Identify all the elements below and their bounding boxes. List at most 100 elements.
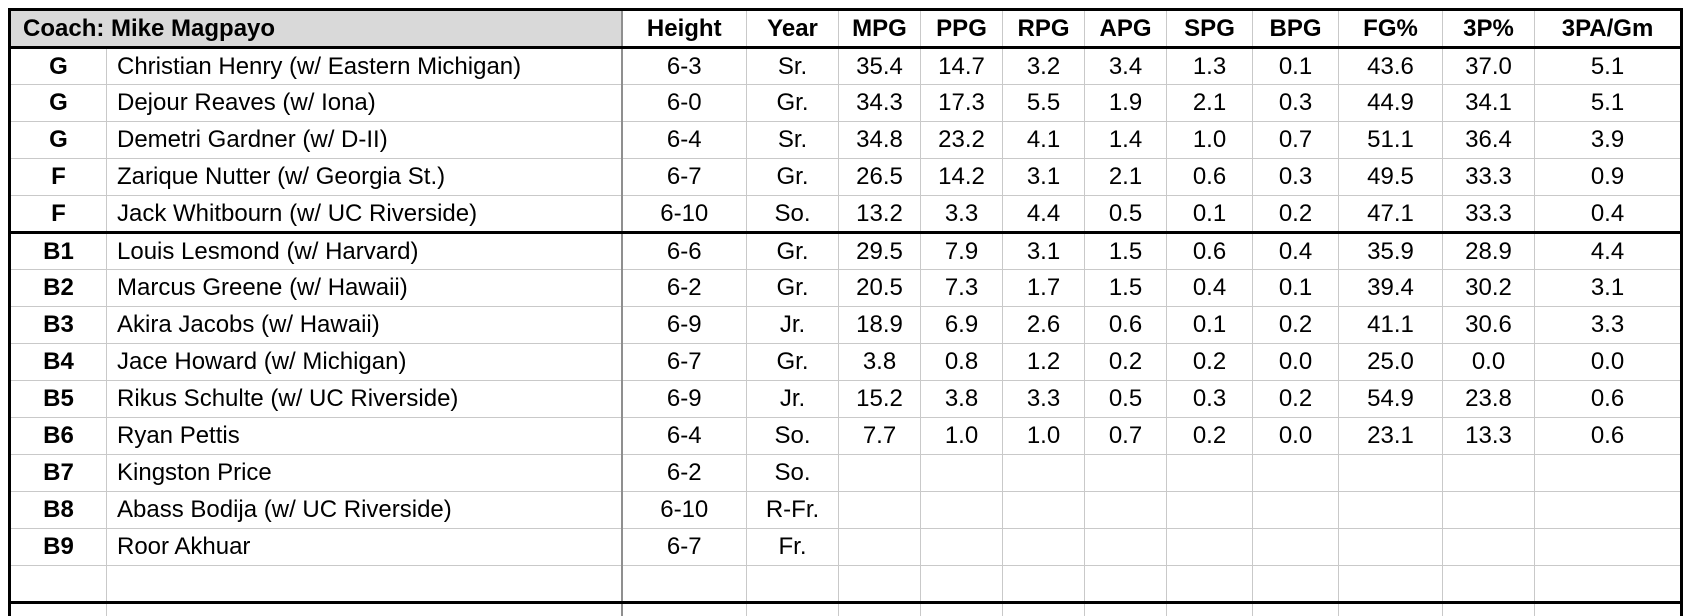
stat-cell[interactable]: 0.1 <box>1252 47 1340 85</box>
player-name-cell[interactable]: Ryan Pettis <box>105 417 623 455</box>
column-header-bpg[interactable]: BPG <box>1252 9 1340 49</box>
year-cell[interactable]: Gr. <box>746 269 840 307</box>
stat-cell[interactable] <box>1338 491 1444 529</box>
height-cell[interactable]: 6-9 <box>621 380 748 418</box>
stat-cell[interactable] <box>1442 565 1536 604</box>
year-cell[interactable]: So. <box>746 454 840 492</box>
stat-cell[interactable] <box>1252 491 1340 529</box>
stat-cell[interactable]: 1.2 <box>1002 343 1086 381</box>
player-name-cell[interactable]: Jace Howard (w/ Michigan) <box>105 343 623 381</box>
year-cell[interactable]: Gr. <box>746 343 840 381</box>
stat-cell[interactable] <box>1002 491 1086 529</box>
position-cell[interactable]: B3 <box>9 306 107 344</box>
stat-cell[interactable]: 34.3 <box>838 84 922 122</box>
position-cell[interactable]: G <box>9 121 107 159</box>
stat-cell[interactable]: 0.1 <box>1252 269 1340 307</box>
stat-cell[interactable]: 29.5 <box>838 232 922 270</box>
year-cell[interactable] <box>746 565 840 604</box>
stat-cell[interactable]: 0.6 <box>1166 158 1254 196</box>
coach-cell[interactable]: Coach: Mike Magpayo <box>8 9 623 49</box>
stat-cell[interactable] <box>1002 565 1086 604</box>
stat-cell[interactable] <box>838 491 922 529</box>
stat-cell[interactable] <box>1252 454 1340 492</box>
height-cell[interactable]: 6-9 <box>621 306 748 344</box>
year-cell[interactable]: Gr. <box>746 158 840 196</box>
stat-cell[interactable]: 0.2 <box>1084 343 1168 381</box>
stat-cell[interactable]: 17.3 <box>920 84 1004 122</box>
stat-cell[interactable]: 2.1 <box>1084 158 1168 196</box>
stat-cell[interactable]: 0.8 <box>920 343 1004 381</box>
stat-cell[interactable]: 0.5 <box>1084 380 1168 418</box>
player-name-cell[interactable]: Marcus Greene (w/ Hawaii) <box>105 269 623 307</box>
stat-cell[interactable]: 13.3 <box>1442 417 1536 455</box>
position-cell[interactable]: G <box>9 47 107 85</box>
stat-cell[interactable]: 3.3 <box>1534 306 1683 344</box>
stat-cell[interactable]: 0.6 <box>1534 380 1683 418</box>
stat-cell[interactable]: 5.5 <box>1002 84 1086 122</box>
stat-cell[interactable] <box>1534 565 1683 604</box>
stat-cell[interactable] <box>838 454 922 492</box>
stat-cell[interactable]: 0.6 <box>1534 417 1683 455</box>
stat-cell[interactable]: 1.7 <box>1002 269 1086 307</box>
stat-cell[interactable] <box>838 528 922 566</box>
stat-cell[interactable] <box>1338 565 1444 604</box>
stat-cell[interactable]: 5.1 <box>1534 47 1683 85</box>
stat-cell[interactable] <box>1166 565 1254 604</box>
player-name-cell[interactable]: Akira Jacobs (w/ Hawaii) <box>105 306 623 344</box>
stat-cell[interactable] <box>1084 491 1168 529</box>
stat-cell[interactable] <box>920 528 1004 566</box>
stat-cell[interactable]: 35.9 <box>1338 232 1444 270</box>
stat-cell[interactable] <box>838 602 922 616</box>
stat-cell[interactable]: 7.9 <box>920 232 1004 270</box>
stat-cell[interactable] <box>1338 454 1444 492</box>
column-header-rpg[interactable]: RPG <box>1002 9 1086 49</box>
position-cell[interactable]: B5 <box>9 380 107 418</box>
stat-cell[interactable]: 33.3 <box>1442 158 1536 196</box>
stat-cell[interactable]: 3.3 <box>1002 380 1086 418</box>
stat-cell[interactable]: 0.4 <box>1252 232 1340 270</box>
player-name-cell[interactable]: Dejour Reaves (w/ Iona) <box>105 84 623 122</box>
stat-cell[interactable]: 0.2 <box>1252 195 1340 234</box>
stat-cell[interactable]: 15.2 <box>838 380 922 418</box>
player-name-cell[interactable]: Demetri Gardner (w/ D-II) <box>105 121 623 159</box>
stat-cell[interactable] <box>1084 528 1168 566</box>
player-name-cell[interactable]: Zarique Nutter (w/ Georgia St.) <box>105 158 623 196</box>
stat-cell[interactable]: 20.5 <box>838 269 922 307</box>
stat-cell[interactable]: 0.6 <box>1166 232 1254 270</box>
player-name-cell[interactable]: Rikus Schulte (w/ UC Riverside) <box>105 380 623 418</box>
stat-cell[interactable]: 0.3 <box>1252 158 1340 196</box>
stat-cell[interactable] <box>1534 528 1683 566</box>
stat-cell[interactable]: 1.0 <box>1002 417 1086 455</box>
stat-cell[interactable]: 0.3 <box>1252 84 1340 122</box>
year-cell[interactable]: Jr. <box>746 380 840 418</box>
column-header-ppg[interactable]: PPG <box>920 9 1004 49</box>
stat-cell[interactable]: 30.6 <box>1442 306 1536 344</box>
column-header-mpg[interactable]: MPG <box>838 9 922 49</box>
stat-cell[interactable]: 23.8 <box>1442 380 1536 418</box>
column-header-apg[interactable]: APG <box>1084 9 1168 49</box>
stat-cell[interactable]: 3.9 <box>1534 121 1683 159</box>
position-cell[interactable]: B1 <box>9 232 107 270</box>
stat-cell[interactable]: 1.5 <box>1084 269 1168 307</box>
stat-cell[interactable]: 7.7 <box>838 417 922 455</box>
stat-cell[interactable]: 0.2 <box>1166 343 1254 381</box>
stat-cell[interactable]: 0.7 <box>1084 417 1168 455</box>
stat-cell[interactable]: 0.5 <box>1084 195 1168 234</box>
height-cell[interactable]: 6-3 <box>621 47 748 85</box>
stat-cell[interactable]: 0.9 <box>1534 158 1683 196</box>
stat-cell[interactable] <box>1166 602 1254 616</box>
stat-cell[interactable]: 35.4 <box>838 47 922 85</box>
stat-cell[interactable] <box>920 491 1004 529</box>
year-cell[interactable]: Jr. <box>746 306 840 344</box>
stat-cell[interactable]: 14.2 <box>920 158 1004 196</box>
stat-cell[interactable]: 44.9 <box>1338 84 1444 122</box>
stat-cell[interactable]: 0.6 <box>1084 306 1168 344</box>
position-cell[interactable] <box>9 602 107 616</box>
stat-cell[interactable]: 33.3 <box>1442 195 1536 234</box>
stat-cell[interactable]: 23.2 <box>920 121 1004 159</box>
year-cell[interactable]: So. <box>746 417 840 455</box>
position-cell[interactable] <box>9 565 107 604</box>
position-cell[interactable]: B6 <box>9 417 107 455</box>
stat-cell[interactable]: 0.0 <box>1252 417 1340 455</box>
stat-cell[interactable]: 51.1 <box>1338 121 1444 159</box>
